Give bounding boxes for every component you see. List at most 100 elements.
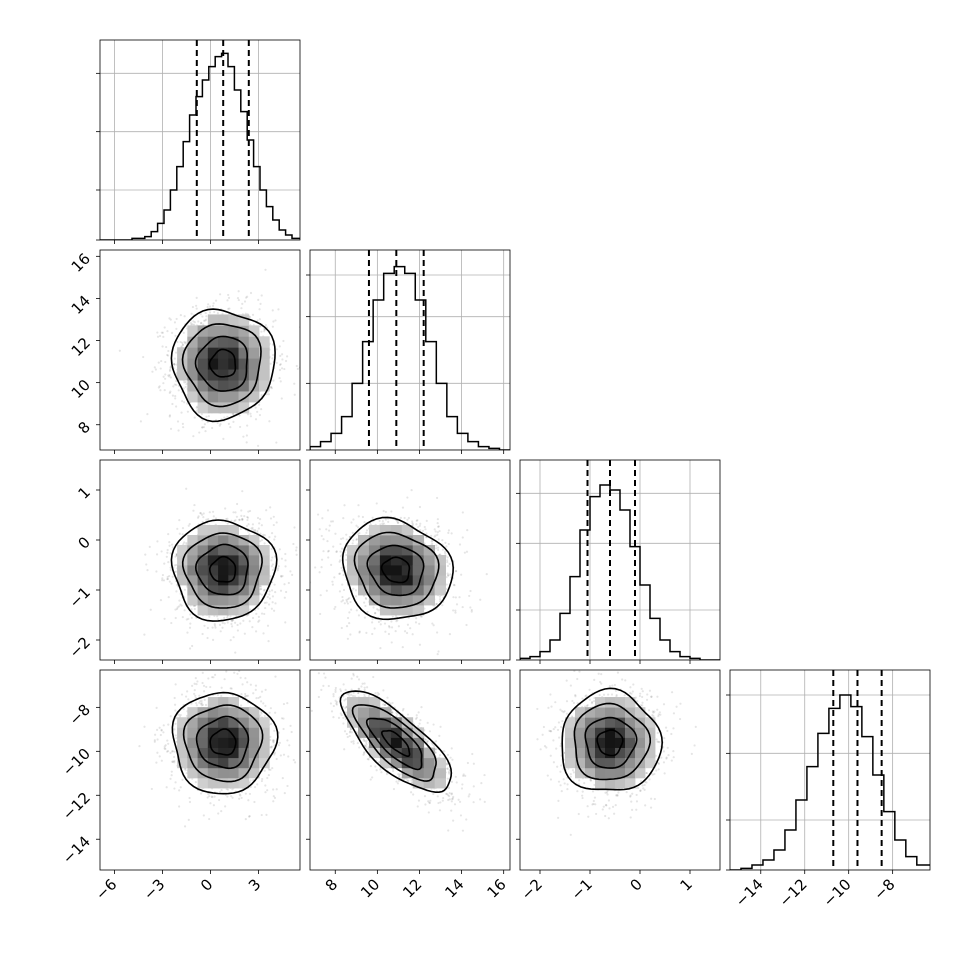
sample-point (437, 525, 440, 528)
sample-point (171, 750, 174, 753)
sample-point (174, 722, 177, 725)
sample-point (446, 763, 449, 766)
density-cell (187, 595, 198, 606)
sample-point (223, 622, 226, 625)
density-cell (259, 575, 270, 586)
density-cell (605, 777, 616, 789)
sample-point (452, 819, 455, 822)
contour-level-1 (365, 717, 423, 771)
sample-point (419, 522, 422, 525)
density-cell (259, 336, 270, 348)
density-cell (187, 545, 198, 556)
sample-point (271, 325, 274, 328)
density-cell (238, 767, 250, 779)
sample-point (232, 636, 235, 639)
sample-point (249, 779, 252, 782)
sample-point (445, 792, 449, 796)
sample-point (461, 511, 464, 514)
sample-point (375, 502, 378, 505)
sample-point (151, 370, 154, 373)
sample-point (664, 726, 668, 729)
sample-point (182, 426, 185, 429)
sample-point (545, 746, 548, 749)
sample-point (662, 703, 666, 706)
density-cell (207, 595, 219, 606)
sample-point (398, 774, 401, 778)
sample-point (366, 747, 369, 750)
sample-point (296, 367, 299, 370)
density-cell (218, 697, 229, 708)
sample-point (156, 738, 159, 741)
sample-point (285, 590, 288, 594)
sample-point (376, 608, 379, 611)
sample-point (248, 792, 252, 796)
density-cell (228, 767, 239, 779)
density-cell (368, 595, 381, 606)
sample-point (426, 721, 429, 724)
panel-frame (99, 459, 301, 661)
sample-point (197, 320, 200, 323)
sample-point (363, 682, 366, 685)
y-tick-label: 0 (75, 533, 94, 552)
sample-point (437, 801, 440, 805)
density-cell (259, 757, 270, 769)
sample-point (244, 818, 247, 821)
sample-point (389, 702, 392, 705)
sample-point (657, 762, 661, 765)
sample-point (205, 518, 208, 521)
sample-point (201, 418, 204, 422)
sample-point (270, 547, 273, 551)
sample-point (565, 700, 569, 703)
sample-point (293, 382, 296, 385)
sample-point (461, 605, 464, 609)
sample-point (174, 334, 177, 337)
sample-point (174, 397, 177, 400)
density-cell (218, 555, 229, 566)
density-cell (390, 525, 403, 536)
sample-point (228, 307, 231, 310)
sample-point (438, 809, 442, 812)
sample-point (407, 779, 410, 782)
density-cell (423, 555, 436, 566)
sample-point (386, 696, 389, 699)
sample-point (332, 695, 335, 698)
sample-point (434, 751, 437, 754)
sample-point (263, 534, 266, 537)
sample-point (438, 598, 442, 601)
contour-level-2 (182, 704, 264, 783)
sample-point (355, 538, 358, 541)
density-cell (390, 737, 403, 748)
density-cell (207, 314, 219, 326)
sample-point (267, 768, 271, 771)
sample-point (183, 340, 186, 344)
sample-point (667, 754, 670, 757)
sample-point (193, 321, 196, 324)
density-cell (358, 555, 370, 566)
density-cell (434, 585, 446, 596)
sample-point (640, 687, 643, 690)
sample-point (275, 441, 278, 444)
sample-point (339, 689, 343, 693)
sample-point (178, 532, 181, 535)
sample-point (186, 402, 189, 405)
density-cell (358, 565, 370, 576)
sample-point (257, 298, 260, 301)
sample-point (366, 610, 369, 614)
sample-point (433, 744, 436, 748)
density-cell (228, 575, 239, 586)
y-tick-label: 14 (68, 292, 94, 318)
density-cell (412, 575, 425, 586)
sample-point (200, 704, 203, 707)
sample-point (452, 795, 455, 798)
sample-point (255, 697, 258, 700)
sample-point (170, 774, 173, 777)
sample-point (679, 702, 682, 705)
sample-point (345, 625, 349, 628)
sample-point (332, 693, 335, 696)
sample-point (639, 789, 642, 792)
sample-point (461, 829, 465, 832)
sample-point (258, 518, 262, 521)
sample-point (181, 341, 184, 344)
sample-point (364, 596, 367, 600)
sample-point (320, 566, 323, 569)
